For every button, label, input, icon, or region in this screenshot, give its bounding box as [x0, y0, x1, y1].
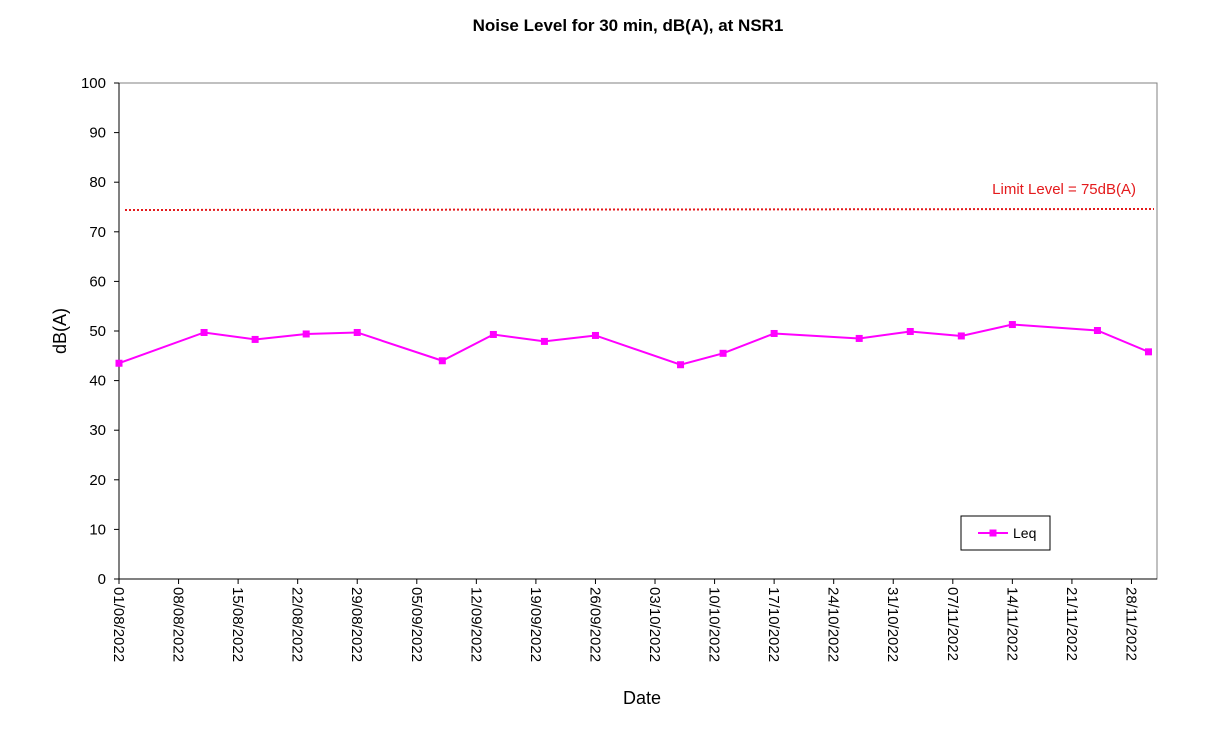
y-tick-label: 60: [89, 273, 106, 290]
data-point-leq: [200, 328, 208, 336]
x-tick-label: 21/11/2022: [1063, 587, 1080, 661]
x-tick-label: 12/09/2022: [467, 587, 484, 662]
plot-area: [118, 82, 1158, 580]
x-tick-label: 31/10/2022: [884, 587, 901, 662]
x-tick-label: 29/08/2022: [348, 587, 365, 662]
data-point-leq: [957, 332, 965, 340]
x-tick-label: 01/08/2022: [110, 587, 127, 662]
data-point-leq: [1093, 327, 1101, 335]
x-tick-label: 14/11/2022: [1003, 587, 1020, 661]
series-group: [115, 321, 1152, 369]
data-point-leq: [770, 329, 778, 337]
limit-line-group: Limit Level = 75dB(A): [124, 181, 1155, 211]
x-tick-label: 08/08/2022: [170, 587, 187, 662]
x-axis: 01/08/2022 08/08/2022 15/08/2022 22/08/2022…: [110, 578, 1157, 662]
data-point-leq: [677, 361, 685, 369]
y-tick-label: 0: [98, 571, 106, 588]
data-point-leq: [489, 330, 497, 338]
y-axis-label: dB(A): [50, 308, 70, 354]
y-tick-label: 30: [89, 422, 106, 439]
x-tick-label: 03/10/2022: [646, 587, 663, 662]
legend-box: [960, 515, 1051, 551]
data-point-leq: [115, 359, 123, 367]
data-point-leq: [251, 335, 259, 343]
data-point-leq: [353, 328, 361, 336]
x-tick-label: 22/08/2022: [289, 587, 306, 662]
y-tick-label: 80: [89, 174, 106, 191]
y-axis: 0 10 20 30 40 50 60 70 80 90 100: [81, 75, 120, 588]
x-tick-label: 24/10/2022: [825, 587, 842, 662]
x-tick-label: 19/09/2022: [527, 587, 544, 662]
x-tick-label: 15/08/2022: [229, 587, 246, 662]
data-point-leq: [438, 357, 446, 365]
data-point-leq: [591, 331, 599, 339]
x-axis-label: Date: [623, 688, 661, 708]
data-point-leq: [719, 349, 727, 357]
data-point-leq: [1008, 321, 1016, 329]
x-tick-label: 26/09/2022: [586, 587, 603, 662]
y-tick-label: 10: [89, 521, 106, 538]
data-point-leq: [540, 337, 548, 345]
x-tick-label: 28/11/2022: [1122, 587, 1139, 661]
data-point-leq: [855, 334, 863, 342]
y-tick-label: 70: [89, 224, 106, 241]
y-tick-label: 90: [89, 125, 106, 142]
y-tick-label: 40: [89, 373, 106, 390]
y-tick-label: 100: [81, 75, 106, 92]
x-tick-label: 05/09/2022: [408, 587, 425, 662]
data-point-leq: [1144, 348, 1152, 356]
limit-line: [124, 208, 1155, 211]
chart-title: Noise Level for 30 min, dB(A), at NSR1: [472, 16, 784, 35]
legend: Leq: [960, 515, 1051, 551]
x-tick-label: 10/10/2022: [706, 587, 723, 662]
plot-border: [118, 82, 1158, 580]
data-point-leq: [302, 330, 310, 338]
data-point-leq: [906, 327, 914, 335]
limit-line-label: Limit Level = 75dB(A): [992, 181, 1136, 198]
y-tick-label: 50: [89, 323, 106, 340]
x-tick-label: 07/11/2022: [944, 587, 961, 661]
legend-label-leq: Leq: [1013, 525, 1036, 541]
legend-marker-leq: [989, 529, 997, 537]
y-tick-label: 20: [89, 472, 106, 489]
x-tick-label: 17/10/2022: [765, 587, 782, 662]
series-line-leq: [118, 323, 1149, 366]
